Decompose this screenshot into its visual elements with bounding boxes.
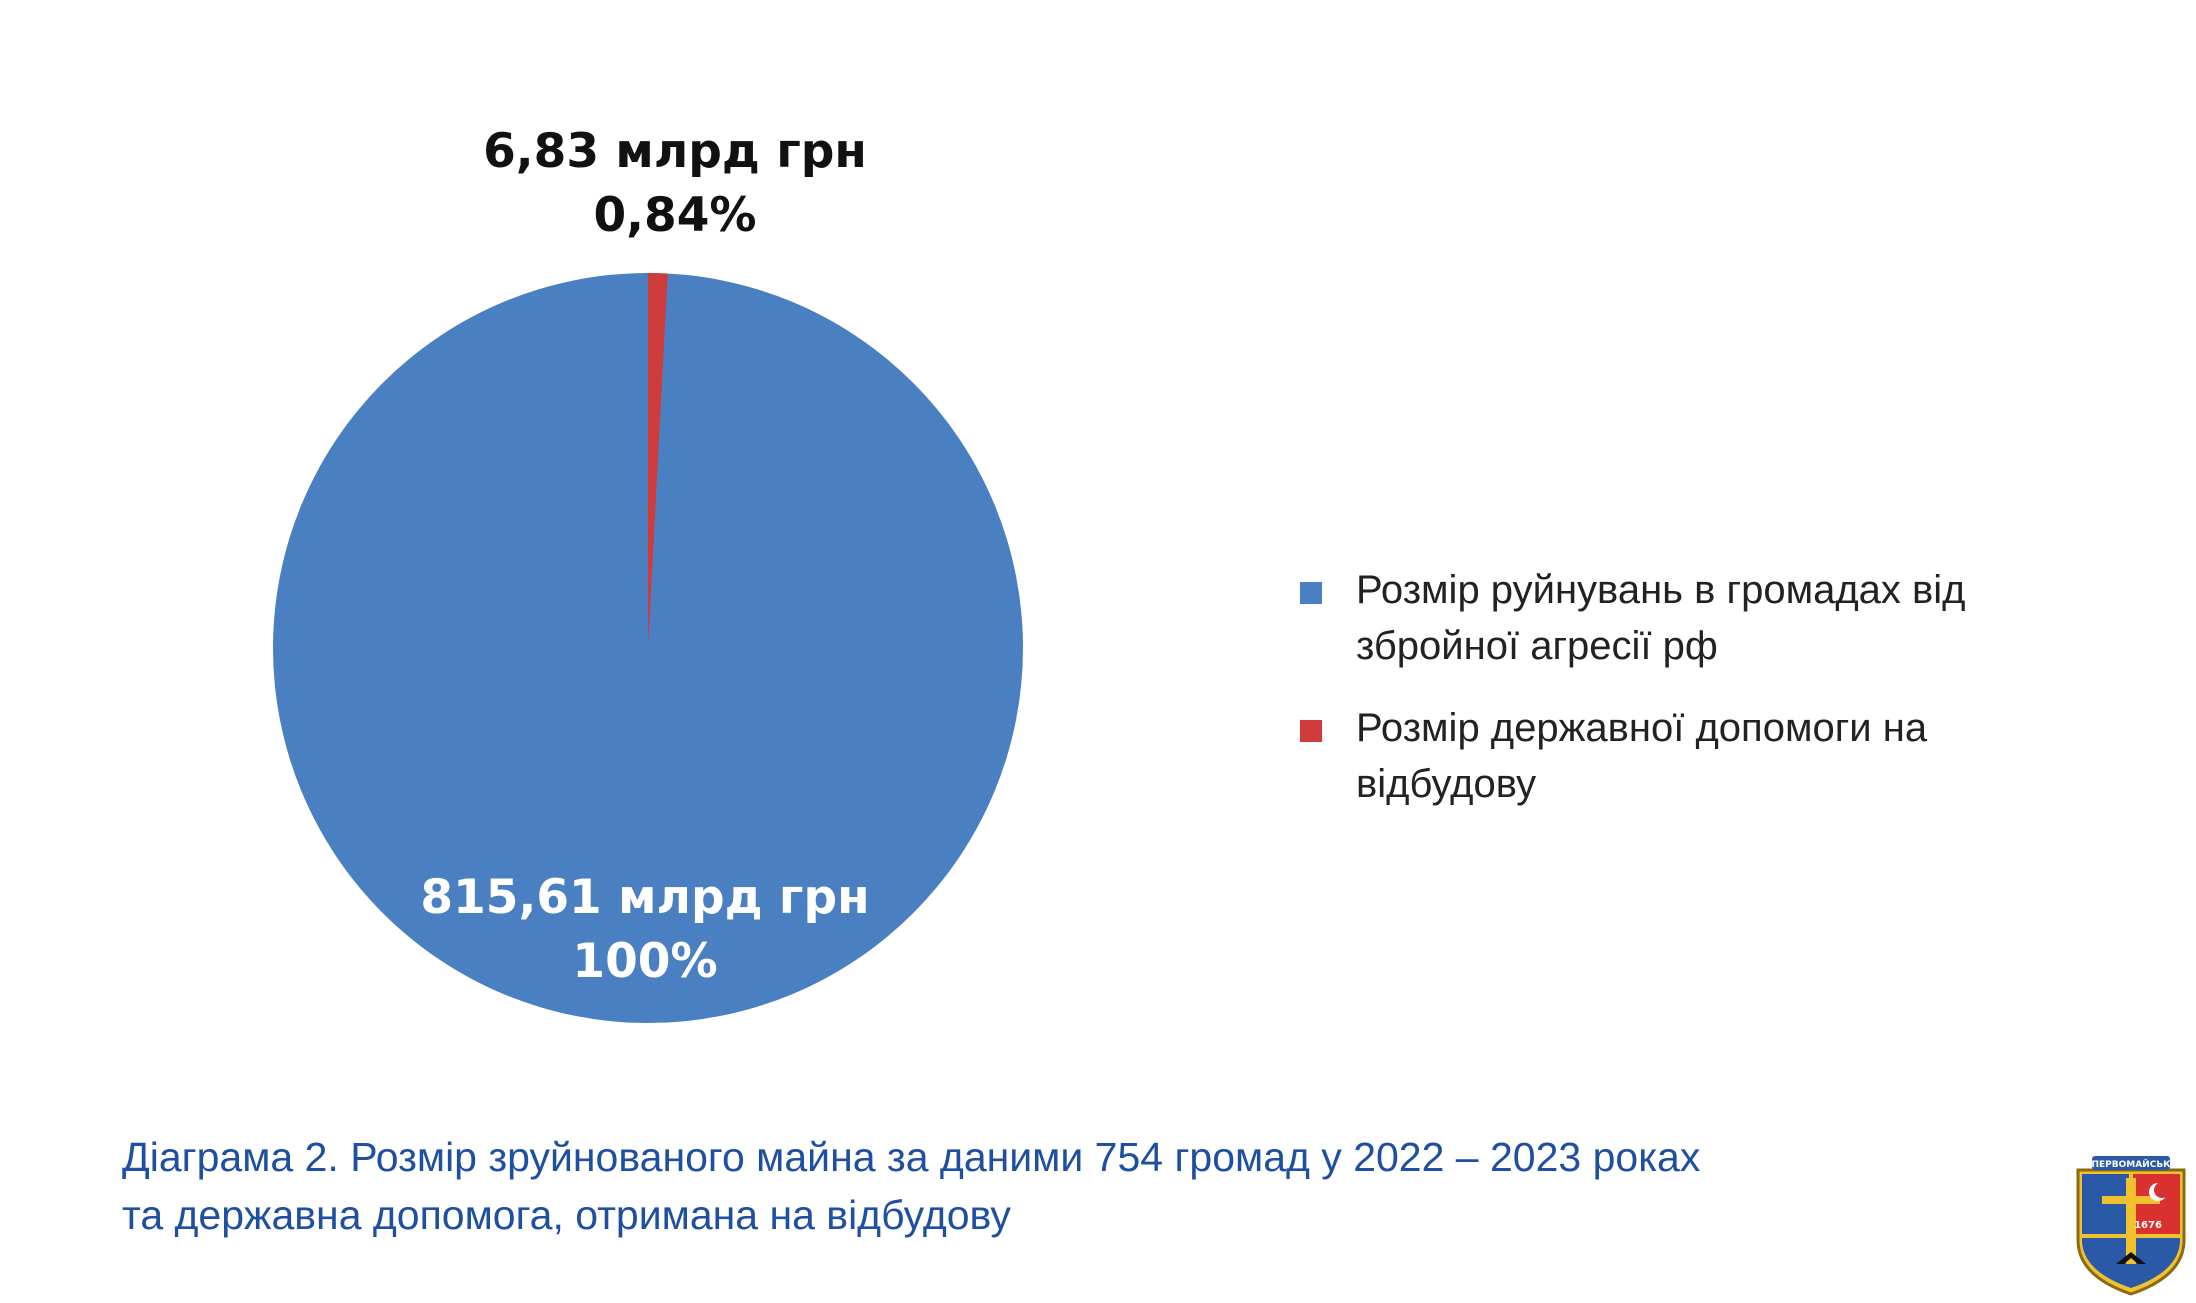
data-label-damage-value: 815,61 млрд грн bbox=[420, 870, 870, 925]
figure-caption: Діаграма 2. Розмір зруйнованого майна за… bbox=[122, 1128, 1922, 1244]
legend-swatch-aid bbox=[1300, 720, 1322, 742]
legend-item-damage: Розмір руйнувань в громадах від збройної… bbox=[1300, 562, 2100, 674]
data-label-aid-value: 6,83 млрд грн bbox=[483, 124, 867, 179]
caption-line-1: Діаграма 2. Розмір зруйнованого майна за… bbox=[122, 1134, 1701, 1180]
data-label-damage-percent: 100% bbox=[572, 934, 718, 989]
legend-swatch-damage bbox=[1300, 582, 1322, 604]
legend-item-aid: Розмір державної допомоги на відбудову bbox=[1300, 700, 2100, 812]
data-label-damage: 815,61 млрд грн 100% bbox=[360, 866, 930, 994]
pie-slice-aid bbox=[648, 273, 668, 648]
chart-legend: Розмір руйнувань в громадах від збройної… bbox=[1300, 562, 2100, 838]
caption-line-2: та державна допомога, отримана на відбуд… bbox=[122, 1192, 1011, 1238]
legend-label-damage: Розмір руйнувань в громадах від збройної… bbox=[1356, 568, 1966, 668]
data-label-aid-percent: 0,84% bbox=[593, 188, 757, 243]
emblem-year: 1676 bbox=[2134, 1220, 2162, 1231]
emblem-city-name: ПЕРВОМАЙСЬК bbox=[2091, 1158, 2171, 1170]
city-coat-of-arms-icon: ПЕРВОМАЙСЬК 1676 bbox=[2076, 1156, 2186, 1296]
legend-label-aid: Розмір державної допомоги на відбудову bbox=[1356, 706, 1928, 806]
data-label-aid: 6,83 млрд грн 0,84% bbox=[400, 120, 950, 248]
